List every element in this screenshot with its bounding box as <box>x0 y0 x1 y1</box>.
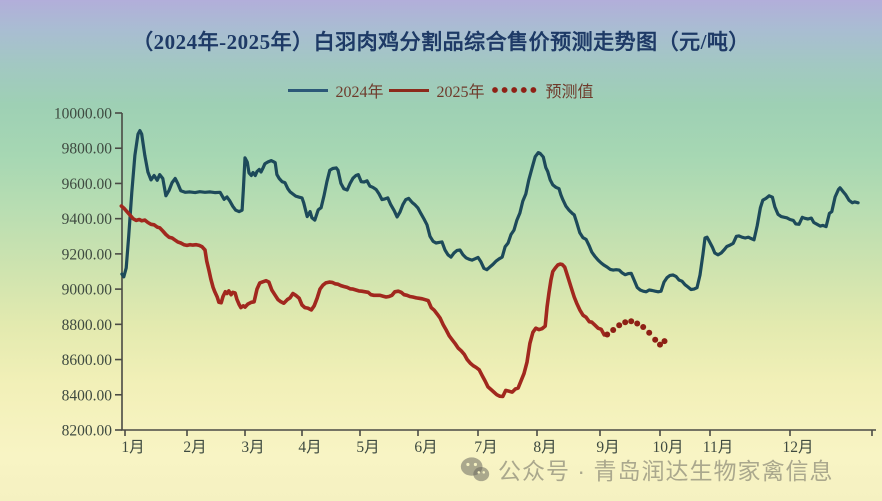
svg-text:8800.00: 8800.00 <box>62 317 113 334</box>
line-swatch-2025 <box>389 88 430 92</box>
svg-text:1月: 1月 <box>121 439 144 456</box>
watermark: 公众号 · 青岛润达生物家禽信息 <box>460 452 833 486</box>
legend-label-forecast: 预测值 <box>545 84 594 101</box>
svg-text:8600.00: 8600.00 <box>62 352 113 369</box>
svg-text:4月: 4月 <box>298 439 321 456</box>
legend-item-2024: 2024年 <box>288 78 383 102</box>
legend-label-2025: 2025年 <box>436 84 485 101</box>
chart-series <box>119 129 860 399</box>
legend-label-2024: 2024年 <box>335 84 384 101</box>
legend-item-forecast: 预测值 <box>490 78 594 102</box>
legend-item-2025: 2025年 <box>389 78 485 102</box>
line-swatch-2024 <box>288 88 329 92</box>
dots-swatch-forecast <box>490 87 539 93</box>
chart-legend: 2024年 2025年 预测值 <box>0 78 882 102</box>
svg-text:12月: 12月 <box>782 439 813 456</box>
chart-title: （2024年-2025年）白羽肉鸡分割品综合售价预测走势图（元/吨） <box>132 30 750 54</box>
svg-text:9月: 9月 <box>596 439 619 456</box>
svg-text:8400.00: 8400.00 <box>62 387 113 404</box>
svg-text:7月: 7月 <box>474 439 497 456</box>
svg-text:3月: 3月 <box>241 439 264 456</box>
svg-text:9800.00: 9800.00 <box>62 141 113 158</box>
svg-text:6月: 6月 <box>414 439 437 456</box>
svg-text:9000.00: 9000.00 <box>62 282 113 299</box>
svg-text:8月: 8月 <box>533 439 556 456</box>
axis-tick-labels: 10000.00 9800.00 9600.00 9400.00 9200.00 9000… <box>54 106 814 457</box>
svg-text:10000.00: 10000.00 <box>54 106 112 123</box>
svg-text:9600.00: 9600.00 <box>62 176 113 193</box>
svg-text:9400.00: 9400.00 <box>62 211 113 228</box>
chart-axes <box>115 112 876 436</box>
svg-text:10月: 10月 <box>652 439 683 456</box>
svg-text:9200.00: 9200.00 <box>62 246 113 263</box>
svg-text:11月: 11月 <box>703 439 733 456</box>
wechat-icon <box>460 456 490 481</box>
watermark-text: 公众号 · 青岛润达生物家禽信息 <box>498 458 834 484</box>
svg-text:5月: 5月 <box>356 439 379 456</box>
svg-text:8200.00: 8200.00 <box>62 423 113 440</box>
svg-text:2月: 2月 <box>183 439 206 456</box>
